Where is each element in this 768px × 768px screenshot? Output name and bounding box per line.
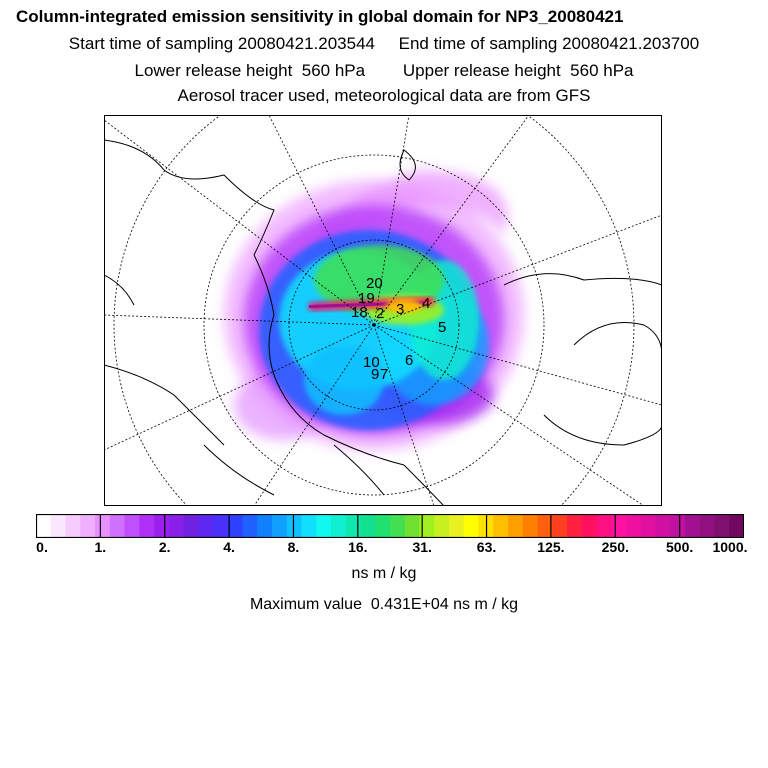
release-point-label: 5 (438, 319, 446, 336)
colorbar-cell (640, 514, 657, 538)
colorbar-cell (286, 514, 303, 538)
colorbar-cell (699, 514, 716, 538)
release-point-label: 10 (363, 354, 380, 371)
colorbar-cell (65, 514, 81, 538)
title-line-4: Aerosol tracer used, meteorological data… (177, 86, 591, 105)
release-point-label: 19 (358, 290, 375, 307)
colorbar-tick-label: 1000. (712, 539, 748, 555)
colorbar-cell (463, 514, 480, 538)
colorbar-cell (331, 514, 347, 538)
title-line-1: Column-integrated emission sensitivity i… (16, 7, 624, 26)
colorbar-cell (611, 514, 627, 538)
colorbar-cell (227, 514, 244, 538)
colorbar-cell (139, 514, 155, 538)
colorbar-tick-label: 125. (537, 539, 565, 555)
colorbar-cell (168, 514, 185, 538)
colorbar-cell (537, 514, 553, 538)
colorbar-cell (272, 514, 288, 538)
colorbar-frame (36, 514, 744, 538)
colorbar-cell (80, 514, 96, 538)
release-point-label: 3 (396, 301, 404, 318)
colorbar-tick-label: 31. (412, 539, 432, 555)
colorbar-cell (581, 514, 598, 538)
colorbar-cell (508, 514, 524, 538)
colorbar-tick-label: 1. (94, 539, 107, 555)
colorbar-cell (729, 514, 744, 538)
release-point-label: 4 (422, 295, 430, 312)
colorbar-cell (316, 514, 332, 538)
colorbar-cell (360, 514, 376, 538)
colorbar-cell (596, 514, 612, 538)
colorbar-cell (345, 514, 362, 538)
colorbar-tick-label: 2. (158, 539, 171, 555)
colorbar-cell (434, 514, 450, 538)
colorbar-cell (375, 514, 391, 538)
colorbar-cell (626, 514, 642, 538)
colorbar-cell (124, 514, 140, 538)
release-point-label: 18 (351, 304, 368, 321)
colorbar-cell (198, 514, 214, 538)
release-point-labels: 20 19 18 2 3 4 5 10 6 9 7 (351, 275, 446, 383)
colorbar-units: ns m / kg (351, 565, 417, 582)
colorbar-cell (419, 514, 435, 538)
colorbar-cell (522, 514, 539, 538)
colorbar-cell (670, 514, 686, 538)
colorbar (36, 514, 744, 538)
colorbar-cell (183, 514, 199, 538)
graticule (104, 115, 662, 506)
maximum-value: Maximum value 0.431E+04 ns m / kg (249, 596, 519, 613)
colorbar-cell (95, 514, 111, 538)
colorbar-cell (390, 514, 406, 538)
colorbar-tick-label: 0. (36, 539, 48, 555)
colorbar-cell (714, 514, 730, 538)
colorbar-cell (655, 514, 671, 538)
colorbar-cell (301, 514, 317, 538)
colorbar-cell (109, 514, 126, 538)
colorbar-cell (449, 514, 465, 538)
colorbar-tick-label: 4. (223, 539, 235, 555)
release-point-label: 9 (371, 366, 379, 383)
colorbar-cell (36, 514, 52, 538)
release-point-label: 6 (405, 352, 413, 369)
release-point-label: 20 (366, 275, 383, 292)
map-frame (104, 115, 662, 506)
sensitivity-map: 20 19 18 2 3 4 5 10 6 9 7 (104, 115, 662, 506)
colorbar-tick-label: 250. (601, 539, 629, 555)
colorbar-cell (552, 514, 568, 538)
coastlines (104, 139, 662, 506)
colorbar-tick-label: 16. (348, 539, 368, 555)
colorbar-cell (154, 514, 170, 538)
colorbar-tick-label: 8. (287, 539, 300, 555)
colorbar-tick-label: 63. (476, 539, 497, 555)
plume-core (309, 297, 434, 313)
release-point-label: 7 (380, 366, 388, 383)
colorbar-cell (50, 514, 67, 538)
colorbar-cell (213, 514, 229, 538)
title-line-2: Start time of sampling 20080421.203544 E… (68, 34, 700, 53)
colorbar-cell (242, 514, 258, 538)
colorbar-tick-label: 500. (666, 539, 694, 555)
colorbar-cell (685, 514, 701, 538)
colorbar-cell (404, 514, 421, 538)
colorbar-cell (257, 514, 273, 538)
release-point-label: 2 (376, 305, 384, 322)
title-line-3: Lower release height 560 hPa Upper relea… (134, 61, 634, 80)
colorbar-cell (567, 514, 583, 538)
colorbar-cell (493, 514, 509, 538)
